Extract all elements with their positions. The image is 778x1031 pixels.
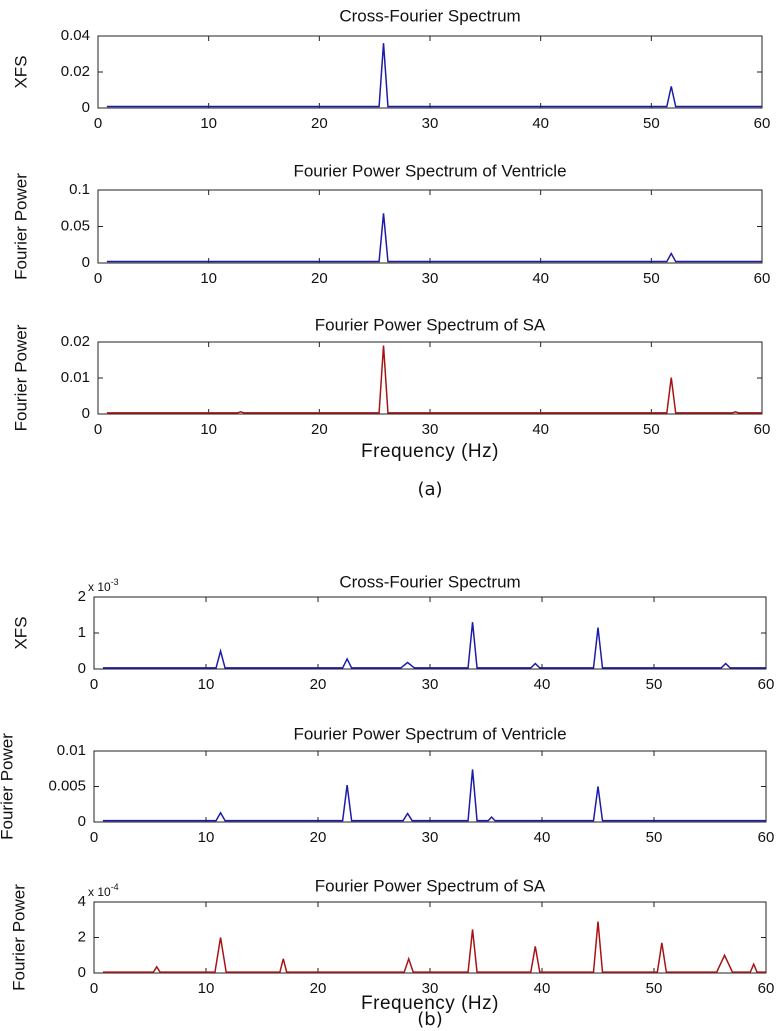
x-tick-label: 20 bbox=[310, 676, 327, 693]
x-tick-label: 0 bbox=[90, 980, 98, 997]
spectrum-line bbox=[102, 622, 766, 669]
caption: (b) bbox=[417, 1009, 442, 1030]
x-tick-label: 40 bbox=[532, 421, 549, 438]
x-tick-label: 30 bbox=[422, 676, 439, 693]
x-tick-label: 50 bbox=[646, 676, 663, 693]
chart-title: Cross-Fourier Spectrum bbox=[339, 6, 520, 25]
chart-title: Fourier Power Spectrum of SA bbox=[315, 876, 546, 895]
x-tick-label: 10 bbox=[198, 829, 215, 846]
y-tick-label: 0.01 bbox=[61, 369, 90, 386]
x-tick-label: 60 bbox=[758, 676, 775, 693]
x-tick-label: 50 bbox=[646, 829, 663, 846]
x-axis-label: Frequency (Hz) bbox=[361, 993, 499, 1014]
x-tick-label: 30 bbox=[422, 980, 439, 997]
x-tick-label: 0 bbox=[94, 270, 102, 287]
x-tick-label: 0 bbox=[90, 676, 98, 693]
y-tick-label: 0 bbox=[78, 660, 86, 677]
x-tick-label: 30 bbox=[422, 421, 439, 438]
y-tick-label: 0.1 bbox=[69, 181, 90, 198]
multiplier-exponent: -3 bbox=[111, 577, 119, 587]
y-tick-label: 0 bbox=[78, 813, 86, 830]
x-axis-label: Frequency (Hz) bbox=[361, 441, 499, 462]
x-tick-label: 50 bbox=[643, 421, 660, 438]
x-tick-label: 60 bbox=[758, 980, 775, 997]
y-tick-label: 0.05 bbox=[61, 217, 90, 234]
spectrum-line bbox=[106, 213, 762, 263]
x-tick-label: 30 bbox=[422, 115, 439, 132]
y-multiplier: x 10-4 bbox=[88, 882, 119, 899]
y-tick-label: 2 bbox=[78, 588, 86, 605]
y-tick-label: 0.02 bbox=[61, 333, 90, 350]
chart-title: Fourier Power Spectrum of Ventricle bbox=[293, 724, 566, 743]
x-tick-label: 40 bbox=[534, 980, 551, 997]
y-tick-label: 0 bbox=[82, 405, 90, 422]
y-tick-label: 0 bbox=[78, 964, 86, 981]
x-tick-label: 0 bbox=[94, 115, 102, 132]
x-tick-label: 0 bbox=[94, 421, 102, 438]
multiplier-base: x 10 bbox=[88, 580, 111, 594]
axes-box bbox=[93, 750, 767, 823]
x-tick-label: 50 bbox=[646, 980, 663, 997]
multiplier-exponent: -4 bbox=[111, 882, 119, 892]
x-tick-label: 10 bbox=[200, 421, 217, 438]
y-tick-label: 4 bbox=[78, 893, 86, 910]
axes-box bbox=[97, 189, 763, 264]
x-tick-label: 10 bbox=[198, 676, 215, 693]
x-tick-label: 20 bbox=[311, 421, 328, 438]
x-tick-label: 40 bbox=[534, 676, 551, 693]
chart-title: Fourier Power Spectrum of Ventricle bbox=[293, 161, 566, 180]
y-axis-label: Fourier Power bbox=[11, 324, 30, 431]
y-axis-label: Fourier Power bbox=[11, 173, 30, 280]
spectrum-line bbox=[102, 769, 766, 822]
x-tick-label: 30 bbox=[422, 270, 439, 287]
chart-title: Cross-Fourier Spectrum bbox=[339, 572, 520, 591]
spectrum-line bbox=[106, 345, 762, 414]
multiplier-base: x 10 bbox=[88, 885, 111, 899]
x-tick-label: 60 bbox=[754, 421, 771, 438]
y-tick-label: 0.04 bbox=[61, 27, 90, 44]
y-multiplier: x 10-3 bbox=[88, 577, 119, 594]
chart-title: Fourier Power Spectrum of SA bbox=[315, 315, 546, 334]
x-tick-label: 0 bbox=[90, 829, 98, 846]
y-tick-label: 1 bbox=[78, 624, 86, 641]
caption: (a) bbox=[417, 479, 442, 500]
x-tick-label: 50 bbox=[643, 270, 660, 287]
x-tick-label: 60 bbox=[758, 829, 775, 846]
x-tick-label: 40 bbox=[532, 270, 549, 287]
spectrum-line bbox=[102, 921, 766, 973]
x-tick-label: 10 bbox=[200, 270, 217, 287]
spectrum-line bbox=[106, 43, 762, 108]
x-tick-label: 20 bbox=[311, 270, 328, 287]
y-tick-label: 0 bbox=[82, 254, 90, 271]
y-axis-label: XFS bbox=[11, 55, 30, 88]
y-tick-label: 0.005 bbox=[48, 777, 86, 794]
x-tick-label: 60 bbox=[754, 270, 771, 287]
x-tick-label: 40 bbox=[532, 115, 549, 132]
y-tick-label: 0.02 bbox=[61, 63, 90, 80]
x-tick-label: 60 bbox=[754, 115, 771, 132]
x-tick-label: 50 bbox=[643, 115, 660, 132]
y-axis-label: XFS bbox=[11, 616, 30, 649]
x-tick-label: 20 bbox=[311, 115, 328, 132]
y-tick-label: 0 bbox=[82, 99, 90, 116]
y-tick-label: 0.01 bbox=[57, 742, 86, 759]
x-tick-label: 20 bbox=[310, 829, 327, 846]
x-tick-label: 30 bbox=[422, 829, 439, 846]
y-tick-label: 2 bbox=[78, 928, 86, 945]
x-tick-label: 10 bbox=[198, 980, 215, 997]
axes-box bbox=[93, 596, 767, 670]
y-axis-label: Fourier Power bbox=[0, 733, 16, 840]
y-axis-label: Fourier Power bbox=[9, 884, 28, 991]
axes-box bbox=[97, 341, 763, 415]
x-tick-label: 40 bbox=[534, 829, 551, 846]
x-tick-label: 10 bbox=[200, 115, 217, 132]
axes-box bbox=[97, 35, 763, 109]
x-tick-label: 20 bbox=[310, 980, 327, 997]
axes-box bbox=[93, 901, 767, 974]
